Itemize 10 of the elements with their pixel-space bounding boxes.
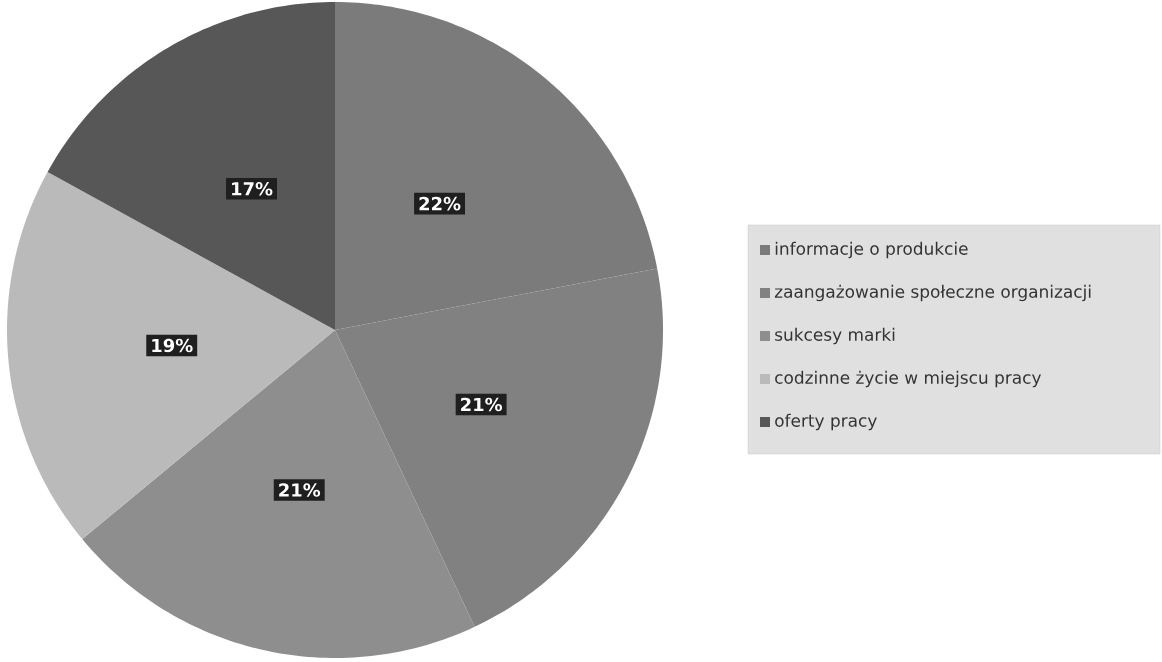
data-label: 21% [279,483,321,497]
legend-label: informacje o produkcie [775,241,968,259]
legend-label: zaangażowanie społeczne organizacji [774,284,1091,302]
data-label: 21% [461,397,503,412]
data-label: 17% [232,182,273,196]
data-label: 22% [419,196,461,211]
legend-label: sukcesy marki [775,327,895,345]
legend-label: oferty pracy [775,413,877,431]
legend-label: codzinne życie w miejscu pracy [775,370,1041,388]
data-label: 19% [152,338,193,353]
